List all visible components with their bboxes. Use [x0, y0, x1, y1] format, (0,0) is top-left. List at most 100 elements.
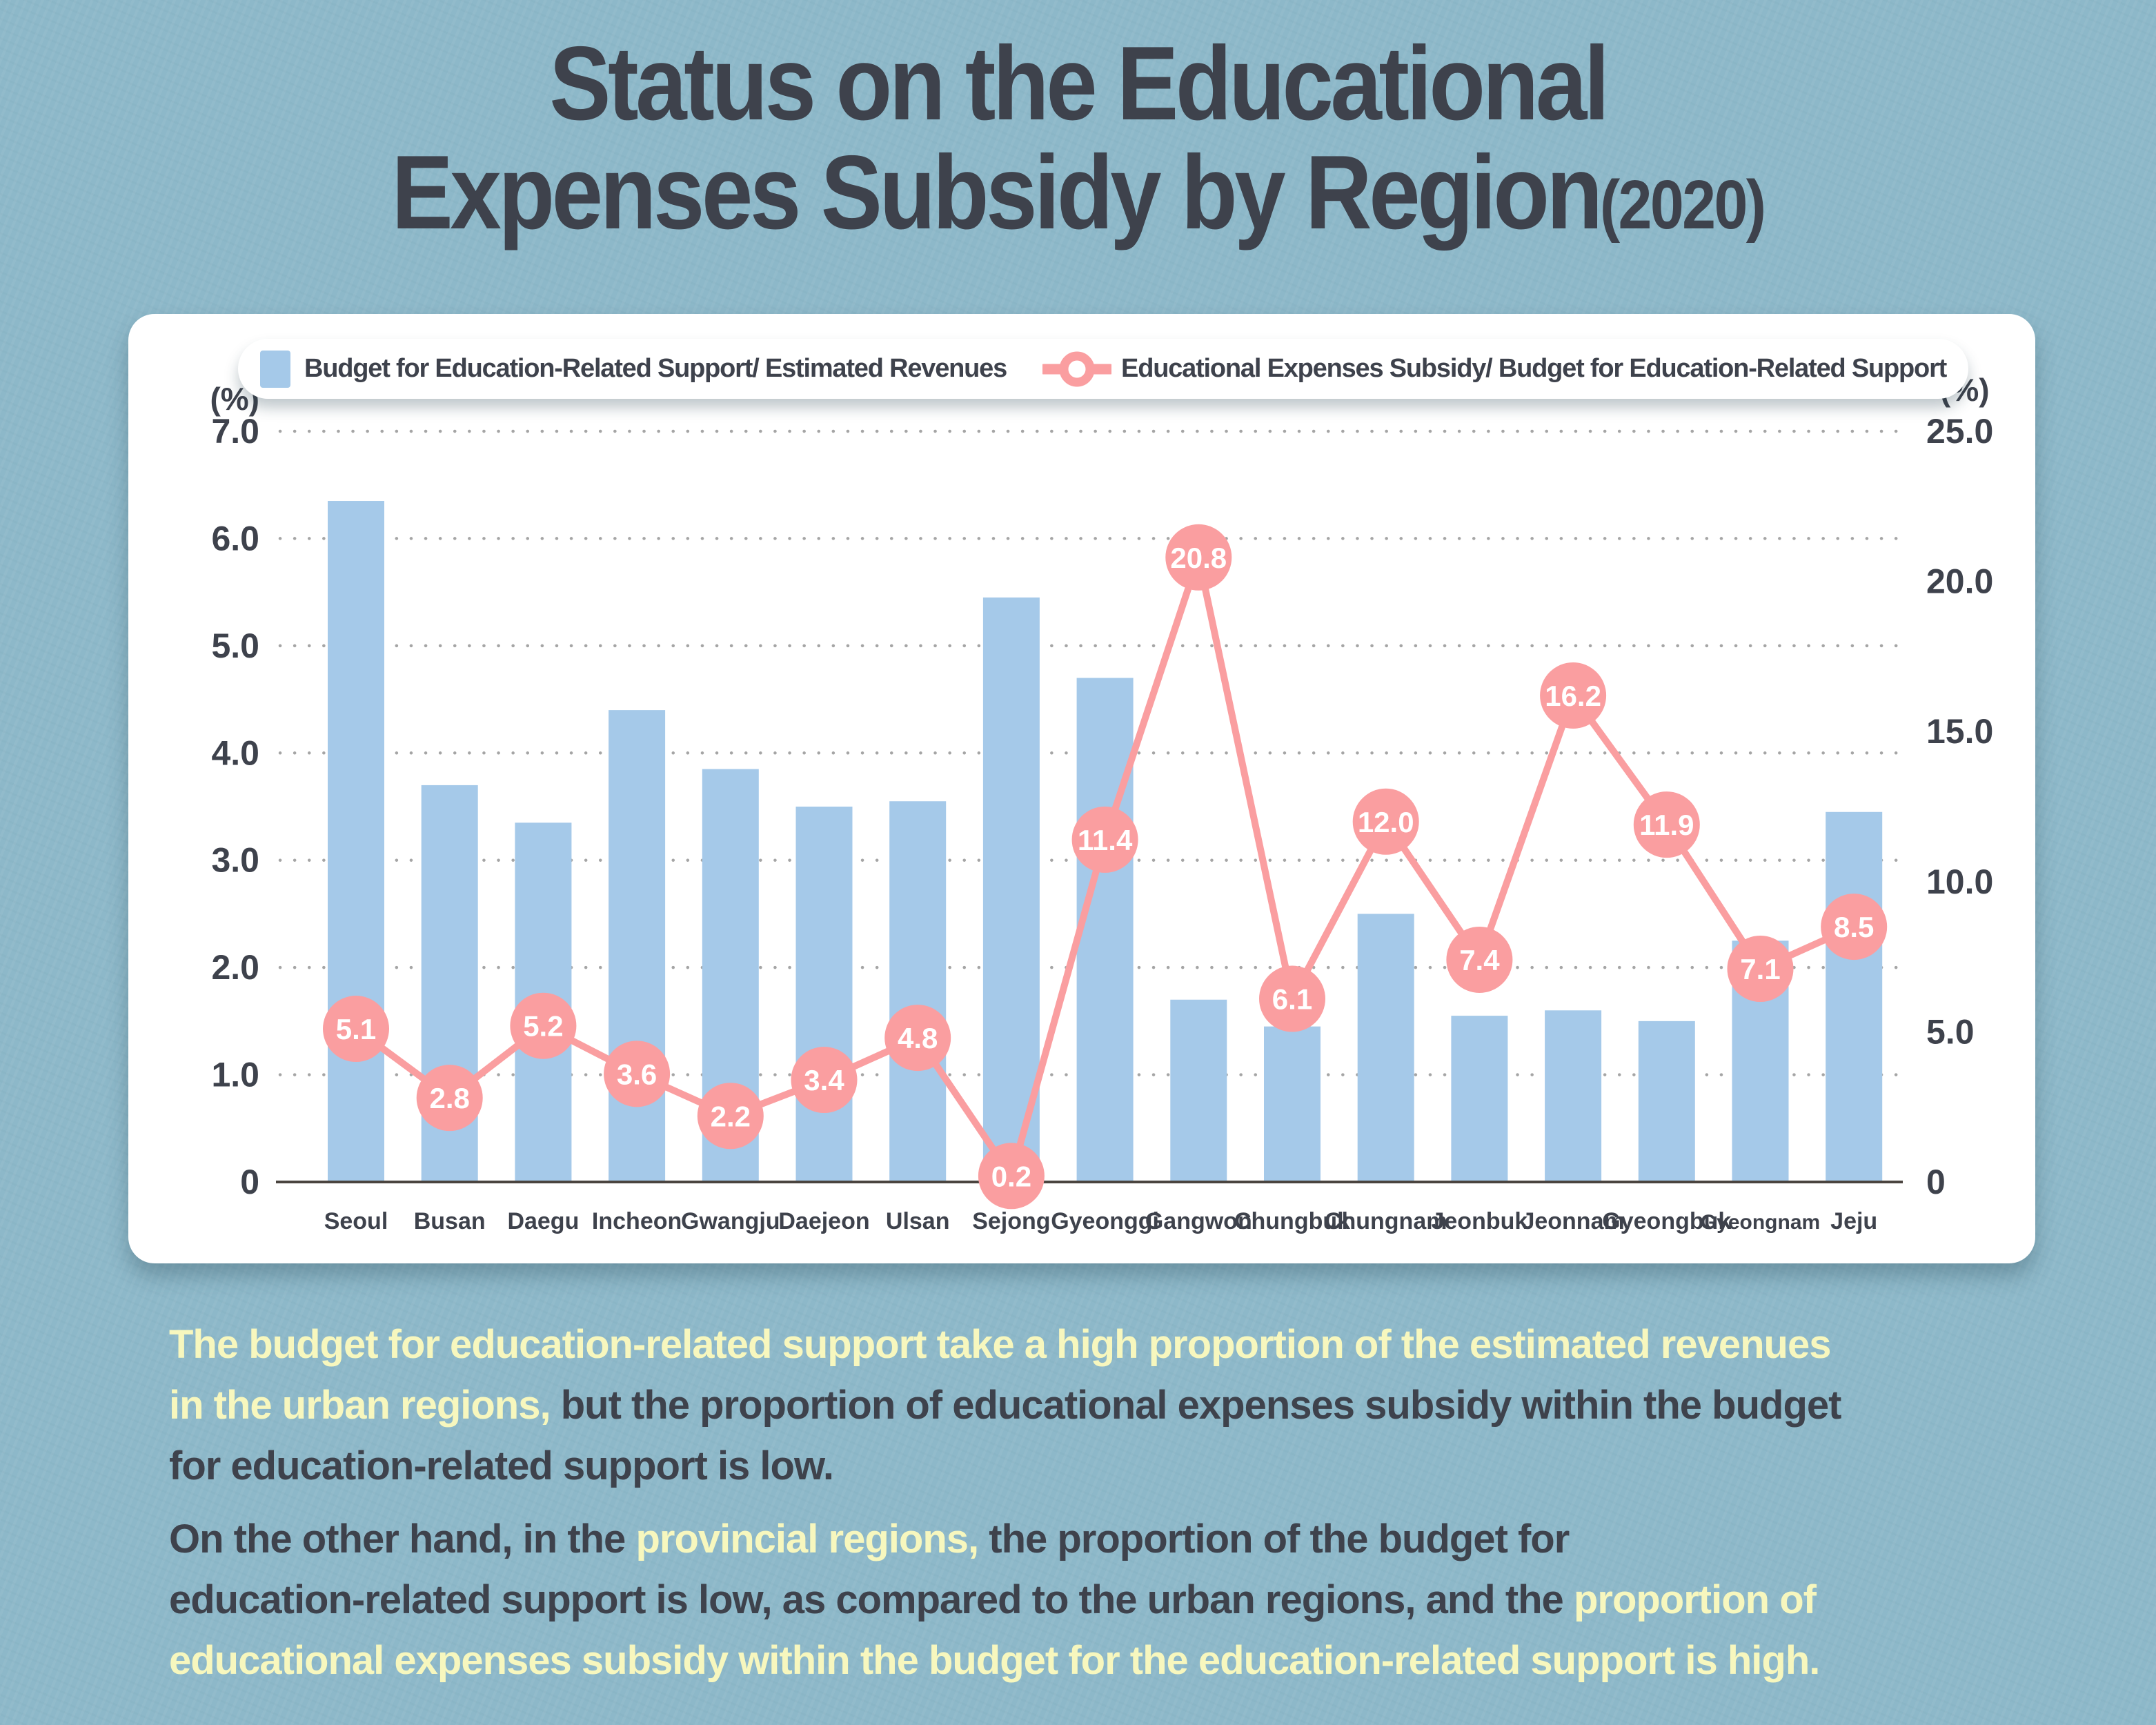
line-point-Sejong	[978, 1143, 1045, 1210]
left-axis-tick-label: 3.0	[211, 841, 259, 880]
line-point-Seoul	[323, 996, 389, 1063]
footer-segment-yellow: proportion of	[1573, 1577, 1817, 1622]
line-point-Jeonbuk	[1446, 926, 1513, 993]
line-point-Gyeonggi	[1071, 806, 1138, 873]
right-axis-tick-label: 15.0	[1926, 712, 1993, 751]
x-axis-label-Jeju: Jeju	[1830, 1208, 1877, 1234]
title-line-1: Status on the Educational	[549, 25, 1610, 142]
title-line-2-text: Expenses Subsidy by Region	[391, 134, 1603, 251]
x-axis-label-Incheon: Incheon	[592, 1208, 682, 1234]
left-axis-tick-label: 7.0	[211, 412, 259, 451]
x-axis-label-Daejeon: Daejeon	[778, 1208, 869, 1234]
x-axis-label-Gwangju: Gwangju	[681, 1208, 780, 1234]
x-axis-label-Ulsan: Ulsan	[886, 1208, 950, 1234]
footer-paragraph-2: On the other hand, in the provincial reg…	[169, 1509, 2101, 1691]
line-point-label-Gangwon: 20.8	[1170, 542, 1227, 574]
footer-segment-yellow: in the urban regions,	[169, 1383, 561, 1428]
line-point-Ulsan	[884, 1005, 951, 1072]
x-axis-label-Daegu: Daegu	[507, 1208, 579, 1234]
x-axis-label-Gyeongbuk: Gyeongbuk	[1602, 1208, 1731, 1234]
footer-segment-dark: On the other hand, in the	[169, 1517, 636, 1561]
bar-Gangwon	[1170, 999, 1227, 1182]
line-point-label-Gyeongnam: 7.1	[1740, 953, 1780, 985]
x-axis-label-Jeonbuk: Jeonbuk	[1431, 1208, 1527, 1234]
bar-Ulsan	[889, 801, 947, 1182]
x-axis-label-Gangwon: Gangwon	[1145, 1208, 1252, 1234]
bar-Sejong	[982, 597, 1040, 1182]
line-point-Jeju	[1821, 894, 1888, 960]
line-point-Chungbuk	[1259, 965, 1325, 1032]
footer-line: education-related support is low, as com…	[169, 1570, 2101, 1630]
footer-segment-yellow: provincial regions,	[635, 1517, 989, 1561]
x-axis-label-Gyeongnam: Gyeongnam	[1701, 1211, 1820, 1234]
line-point-label-Jeonbuk: 7.4	[1459, 944, 1500, 976]
legend-bar-swatch-icon	[260, 350, 290, 388]
bar-Daejeon	[795, 807, 853, 1182]
line-point-label-Gwangju: 2.2	[711, 1100, 751, 1132]
right-axis-tick-label: 20.0	[1926, 562, 1993, 601]
left-axis-tick-label: 1.0	[211, 1056, 259, 1094]
footer-text: The budget for education-related support…	[169, 1314, 2101, 1704]
x-axis-label-Chungnam: Chungnam	[1325, 1208, 1447, 1234]
bar-Chungbuk	[1264, 1026, 1321, 1182]
line-point-label-Daegu: 5.2	[523, 1010, 563, 1043]
line-point-label-Incheon: 3.6	[617, 1058, 657, 1090]
bar-Chungnam	[1357, 914, 1414, 1182]
right-axis-tick-label: 25.0	[1926, 412, 1993, 451]
line-point-label-Jeonnam: 16.2	[1545, 680, 1601, 712]
bar-Jeonnam	[1545, 1010, 1602, 1182]
left-axis-tick-label: 4.0	[211, 733, 259, 772]
x-axis-label-Sejong: Sejong	[972, 1208, 1050, 1234]
line-point-Gyeongbuk	[1633, 791, 1700, 858]
left-axis-tick-label: 6.0	[211, 519, 259, 558]
line-point-label-Ulsan: 4.8	[898, 1022, 938, 1054]
legend-label-bars: Budget for Education-Related Support/ Es…	[304, 354, 1007, 383]
footer-paragraph-1: The budget for education-related support…	[169, 1314, 2101, 1497]
bar-Gyeongbuk	[1638, 1021, 1695, 1182]
line-point-Chungnam	[1352, 788, 1419, 855]
page-title: Status on the Educational Expenses Subsi…	[130, 29, 2027, 259]
footer-line: for education-related support is low.	[169, 1436, 2101, 1497]
bar-Jeju	[1826, 811, 1883, 1182]
line-point-Gangwon	[1165, 524, 1232, 591]
bar-Seoul	[328, 501, 384, 1182]
x-axis-label-Gyeonggi: Gyeonggi	[1051, 1208, 1159, 1234]
footer-line: On the other hand, in the provincial reg…	[169, 1509, 2101, 1570]
line-point-label-Jeju: 8.5	[1834, 911, 1874, 943]
title-year: (2020)	[1599, 166, 1766, 244]
x-axis-label-Seoul: Seoul	[324, 1208, 388, 1234]
line-point-Gyeongnam	[1727, 936, 1794, 1003]
line-point-Busan	[416, 1065, 483, 1132]
line-point-Daegu	[510, 992, 577, 1059]
bar-Jeonbuk	[1451, 1016, 1508, 1182]
line-point-Jeonnam	[1540, 662, 1607, 729]
line-point-label-Chungnam: 12.0	[1358, 806, 1414, 838]
right-axis-tick-label: 5.0	[1926, 1012, 1975, 1051]
footer-segment-dark: for education-related support is low.	[169, 1443, 834, 1488]
footer-segment-dark: the proportion of the budget for	[989, 1517, 1570, 1561]
right-axis-tick-label: 0	[1926, 1163, 1946, 1201]
line-point-label-Sejong: 0.2	[991, 1160, 1031, 1192]
title-line-2: Expenses Subsidy by Region(2020)	[130, 138, 2027, 259]
footer-line: The budget for education-related support…	[169, 1314, 2101, 1375]
line-point-label-Chungbuk: 6.1	[1272, 983, 1312, 1016]
line-point-label-Seoul: 5.1	[336, 1013, 376, 1045]
line-point-label-Busan: 2.8	[430, 1082, 470, 1114]
line-point-label-Gyeonggi: 11.4	[1078, 824, 1133, 856]
legend: Budget for Education-Related Support/ Es…	[238, 339, 1969, 399]
line-point-label-Gyeongbuk: 11.9	[1639, 809, 1694, 841]
line-point-Daejeon	[791, 1047, 858, 1114]
bar-Gyeonggi	[1076, 678, 1134, 1182]
footer-line: in the urban regions, but the proportion…	[169, 1375, 2101, 1436]
legend-line-ring-icon	[1042, 351, 1112, 386]
right-axis-tick-label: 10.0	[1926, 862, 1993, 901]
footer-segment-yellow: The budget for education-related support…	[169, 1322, 1831, 1367]
footer-segment-dark: education-related support is low, as com…	[169, 1577, 1574, 1622]
line-point-label-Daejeon: 3.4	[804, 1064, 844, 1096]
footer-segment-yellow: educational expenses subsidy within the …	[169, 1638, 1820, 1683]
x-axis-label-Busan: Busan	[414, 1208, 486, 1234]
line-point-Gwangju	[697, 1083, 764, 1150]
x-axis-label-Chungbuk: Chungbuk	[1234, 1208, 1350, 1234]
footer-line: educational expenses subsidy within the …	[169, 1630, 2101, 1691]
